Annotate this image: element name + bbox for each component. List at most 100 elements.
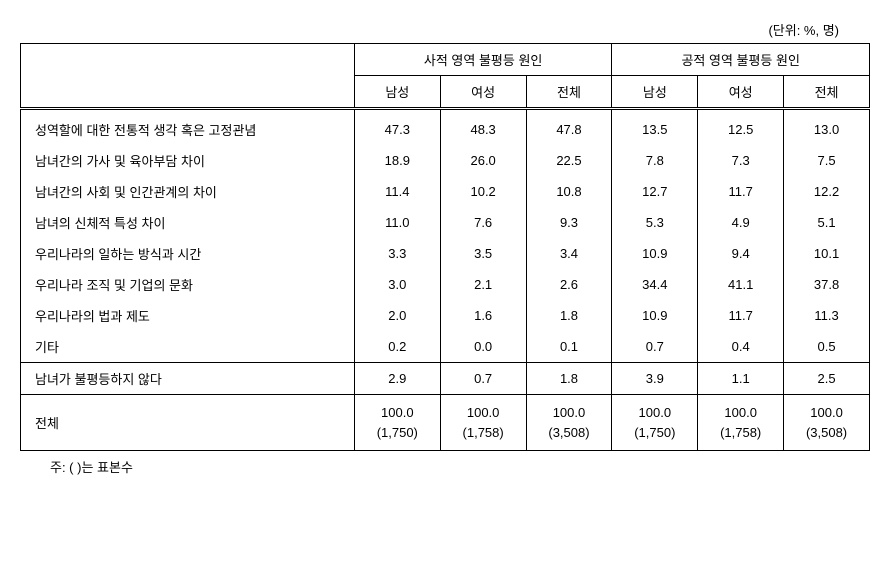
table-row: 우리나라의 일하는 방식과 시간 3.3 3.5 3.4 10.9 9.4 10…: [21, 238, 870, 269]
table-row: 성역할에 대한 전통적 생각 혹은 고정관념 47.3 48.3 47.8 13…: [21, 109, 870, 146]
table-row: 우리나라의 법과 제도 2.0 1.6 1.8 10.9 11.7 11.3: [21, 300, 870, 331]
row-label: 남녀가 불평등하지 않다: [21, 363, 355, 395]
cell: 2.9: [354, 363, 440, 395]
cell: 0.5: [784, 331, 870, 363]
row-label: 남녀의 신체적 특성 차이: [21, 207, 355, 238]
cell: 1.8: [526, 363, 612, 395]
cell: 3.3: [354, 238, 440, 269]
total-label: 전체: [21, 395, 355, 451]
cell: 7.8: [612, 145, 698, 176]
cell: 10.9: [612, 238, 698, 269]
cell: 9.3: [526, 207, 612, 238]
cell: 48.3: [440, 109, 526, 146]
total-n: (1,750): [634, 425, 675, 440]
table-row: 우리나라 조직 및 기업의 문화 3.0 2.1 2.6 34.4 41.1 3…: [21, 269, 870, 300]
sub-header-male-2: 남성: [612, 76, 698, 109]
cell: 10.2: [440, 176, 526, 207]
cell: 10.9: [612, 300, 698, 331]
cell: 5.1: [784, 207, 870, 238]
cell: 0.4: [698, 331, 784, 363]
cell: 2.1: [440, 269, 526, 300]
cell: 11.0: [354, 207, 440, 238]
cell: 41.1: [698, 269, 784, 300]
cell: 22.5: [526, 145, 612, 176]
total-n: (1,750): [377, 425, 418, 440]
row-label: 기타: [21, 331, 355, 363]
cell: 12.5: [698, 109, 784, 146]
cell: 2.0: [354, 300, 440, 331]
sub-header-male-1: 남성: [354, 76, 440, 109]
cell: 26.0: [440, 145, 526, 176]
cell: 0.0: [440, 331, 526, 363]
cell: 0.7: [612, 331, 698, 363]
cell: 0.2: [354, 331, 440, 363]
cell: 11.3: [784, 300, 870, 331]
sub-header-female-2: 여성: [698, 76, 784, 109]
cell: 13.5: [612, 109, 698, 146]
row-label: 성역할에 대한 전통적 생각 혹은 고정관념: [21, 109, 355, 146]
cell: 0.7: [440, 363, 526, 395]
row-header-blank: [21, 44, 355, 109]
cell: 7.3: [698, 145, 784, 176]
table-row: 남녀간의 가사 및 육아부담 차이 18.9 26.0 22.5 7.8 7.3…: [21, 145, 870, 176]
row-label: 우리나라 조직 및 기업의 문화: [21, 269, 355, 300]
row-label: 우리나라의 법과 제도: [21, 300, 355, 331]
cell: 11.7: [698, 176, 784, 207]
cell: 13.0: [784, 109, 870, 146]
sub-header-female-1: 여성: [440, 76, 526, 109]
cell: 11.4: [354, 176, 440, 207]
total-cell: 100.0 (3,508): [784, 395, 870, 451]
cell: 2.5: [784, 363, 870, 395]
cell: 1.1: [698, 363, 784, 395]
cell: 12.7: [612, 176, 698, 207]
cell: 18.9: [354, 145, 440, 176]
row-label: 남녀간의 가사 및 육아부담 차이: [21, 145, 355, 176]
table-row: 남녀간의 사회 및 인간관계의 차이 11.4 10.2 10.8 12.7 1…: [21, 176, 870, 207]
cell: 47.3: [354, 109, 440, 146]
total-pct: 100.0: [467, 405, 500, 420]
cell: 3.0: [354, 269, 440, 300]
total-row: 전체 100.0 (1,750) 100.0 (1,758) 100.0 (3,508…: [21, 395, 870, 451]
cell: 12.2: [784, 176, 870, 207]
cell: 7.6: [440, 207, 526, 238]
cell: 3.9: [612, 363, 698, 395]
table-row: 남녀의 신체적 특성 차이 11.0 7.6 9.3 5.3 4.9 5.1: [21, 207, 870, 238]
cell: 10.8: [526, 176, 612, 207]
no-inequality-row: 남녀가 불평등하지 않다 2.9 0.7 1.8 3.9 1.1 2.5: [21, 363, 870, 395]
cell: 3.4: [526, 238, 612, 269]
cell: 34.4: [612, 269, 698, 300]
total-cell: 100.0 (1,750): [354, 395, 440, 451]
total-pct: 100.0: [724, 405, 757, 420]
total-n: (1,758): [720, 425, 761, 440]
total-cell: 100.0 (1,750): [612, 395, 698, 451]
header-group-private: 사적 영역 불평등 원인: [354, 44, 612, 76]
total-n: (3,508): [548, 425, 589, 440]
cell: 2.6: [526, 269, 612, 300]
total-n: (1,758): [463, 425, 504, 440]
cell: 47.8: [526, 109, 612, 146]
cell: 0.1: [526, 331, 612, 363]
cell: 9.4: [698, 238, 784, 269]
cell: 11.7: [698, 300, 784, 331]
table-row: 기타 0.2 0.0 0.1 0.7 0.4 0.5: [21, 331, 870, 363]
cell: 7.5: [784, 145, 870, 176]
total-n: (3,508): [806, 425, 847, 440]
unit-label: (단위: %, 명): [20, 20, 869, 39]
row-label: 우리나라의 일하는 방식과 시간: [21, 238, 355, 269]
total-pct: 100.0: [639, 405, 672, 420]
cell: 10.1: [784, 238, 870, 269]
cell: 5.3: [612, 207, 698, 238]
total-pct: 100.0: [381, 405, 414, 420]
total-cell: 100.0 (3,508): [526, 395, 612, 451]
cell: 4.9: [698, 207, 784, 238]
total-cell: 100.0 (1,758): [698, 395, 784, 451]
cell: 37.8: [784, 269, 870, 300]
total-pct: 100.0: [810, 405, 843, 420]
total-cell: 100.0 (1,758): [440, 395, 526, 451]
inequality-causes-table: 사적 영역 불평등 원인 공적 영역 불평등 원인 남성 여성 전체 남성 여성…: [20, 43, 870, 451]
cell: 3.5: [440, 238, 526, 269]
sub-header-total-1: 전체: [526, 76, 612, 109]
total-pct: 100.0: [553, 405, 586, 420]
footnote: 주: ( )는 표본수: [20, 457, 869, 476]
cell: 1.8: [526, 300, 612, 331]
